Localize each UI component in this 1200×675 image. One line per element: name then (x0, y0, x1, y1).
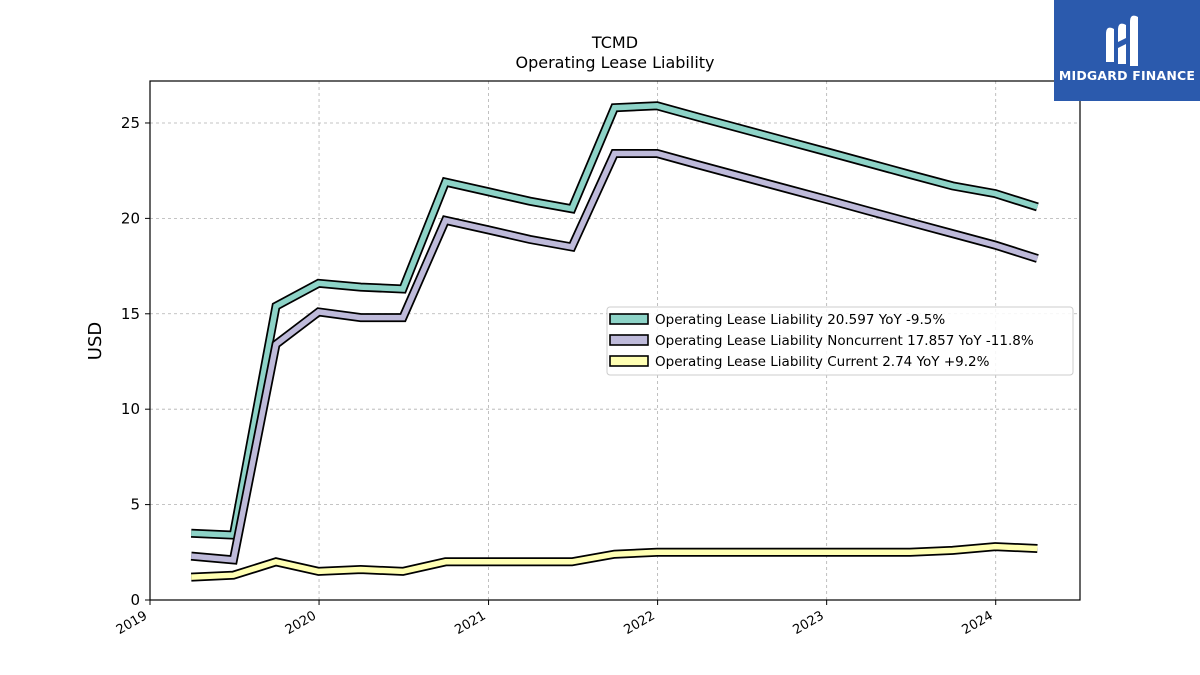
plot-frame (149, 80, 1081, 601)
series-line (191, 543, 1038, 580)
x-tick-label: 2023 (790, 608, 826, 638)
y-tick-label: 5 (130, 496, 140, 514)
y-tick-label: 25 (121, 114, 140, 132)
legend-swatch (609, 355, 649, 367)
y-axis-label: USD (85, 322, 106, 360)
midgard-finance-logo: MIDGARD FINANCE (1054, 0, 1200, 101)
legend-label: Operating Lease Liability Current 2.74 Y… (655, 354, 990, 370)
legend-swatch (609, 313, 649, 325)
legend: Operating Lease Liability 20.597 YoY -9.… (606, 306, 1074, 376)
x-tick-label: 2019 (114, 608, 150, 638)
legend-box (606, 306, 1074, 376)
y-tick-label: 10 (121, 400, 140, 418)
legend-swatch (609, 334, 649, 346)
series-line (190, 150, 1039, 563)
chart-subtitle: Operating Lease Liability (515, 53, 714, 72)
legend-label: Operating Lease Liability 20.597 YoY -9.… (655, 312, 945, 328)
series-layer (190, 101, 1039, 582)
y-tick-label: 20 (121, 209, 140, 227)
x-tick-label: 2021 (452, 608, 488, 638)
chart-title: TCMD (591, 33, 638, 52)
x-tick-label: 2024 (960, 608, 996, 638)
logo-text: MIDGARD FINANCE (1058, 68, 1196, 83)
midgard-logo-icon (1106, 15, 1138, 67)
y-tick-label: 15 (121, 305, 140, 323)
y-tick-label: 0 (130, 591, 140, 609)
legend-label: Operating Lease Liability Noncurrent 17.… (655, 333, 1034, 349)
x-tick-label: 2022 (621, 608, 657, 638)
series-line (191, 103, 1039, 538)
x-tick-label: 2020 (283, 608, 319, 638)
